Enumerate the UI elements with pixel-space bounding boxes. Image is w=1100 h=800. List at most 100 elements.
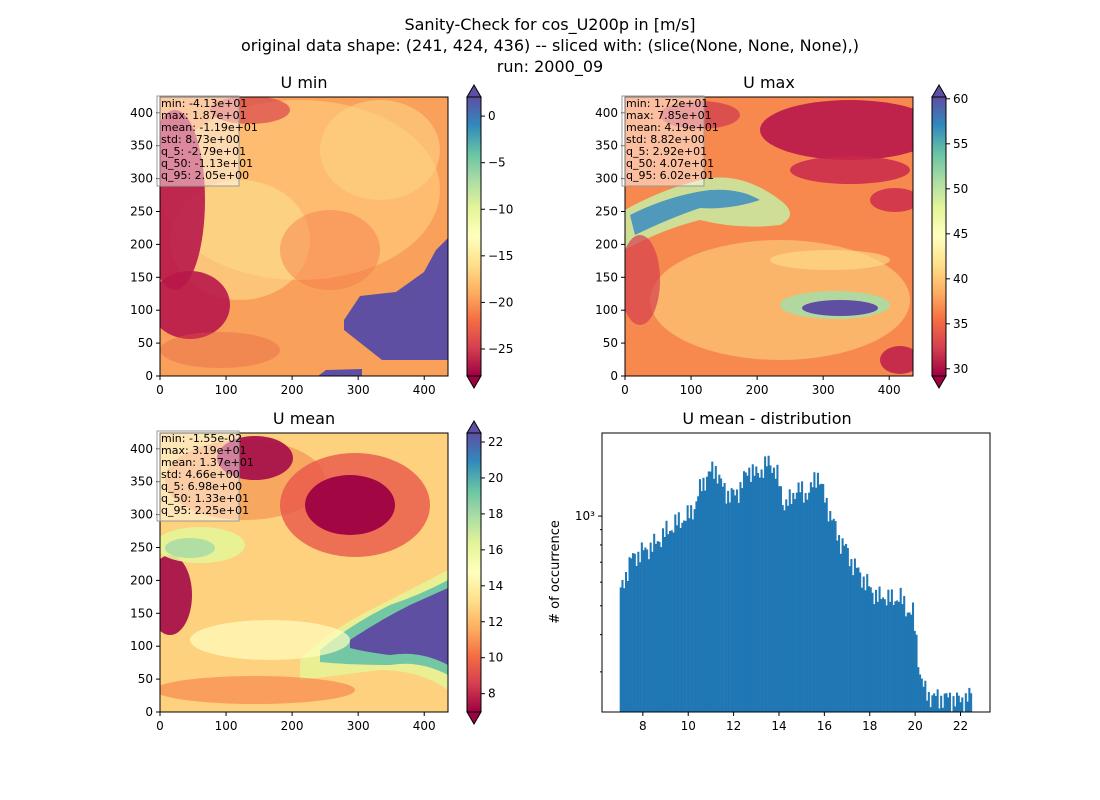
- histogram-bar: [869, 587, 872, 712]
- histogram-bar: [936, 689, 939, 712]
- histogram-bar: [801, 481, 804, 712]
- stats-u-min-line-3: mean: -1.19e+01: [161, 121, 258, 134]
- xtick-label: 400: [413, 719, 436, 733]
- histogram-bar: [917, 667, 920, 712]
- heatmap-u-min: [160, 97, 448, 376]
- panel-histogram: U mean - distribution # of occurrence 8 1…: [548, 409, 991, 733]
- histogram-bar: [850, 559, 853, 712]
- hist-xtick-label: 14: [771, 719, 786, 733]
- histogram-bar: [862, 576, 865, 712]
- stats-u-max-line-5: q_5: 2.92e+01: [626, 145, 707, 158]
- histogram-bar: [797, 482, 800, 712]
- xtick-label: 300: [812, 383, 835, 397]
- colorbar-gradient: [466, 432, 482, 713]
- histogram-bar: [820, 483, 823, 712]
- colorbar-extend-min: [466, 711, 482, 725]
- histogram-bar: [890, 589, 893, 712]
- histogram-bar: [811, 487, 814, 712]
- histogram-bar: [748, 467, 751, 712]
- heatmap-u-mean: [160, 433, 448, 712]
- stats-u-min-line-5: q_5: -2.79e+01: [161, 145, 246, 158]
- histogram-bar: [924, 680, 927, 712]
- histogram-bar: [704, 490, 707, 712]
- histogram-bar: [772, 467, 775, 712]
- hist-xtick-label: 12: [726, 719, 741, 733]
- histogram-bar: [823, 502, 827, 712]
- histogram-bar: [674, 514, 677, 712]
- histogram-bar: [922, 686, 925, 712]
- histogram-bar: [764, 456, 767, 712]
- histogram-bar: [788, 489, 791, 712]
- histogram-bar: [783, 510, 786, 712]
- histogram-bar: [848, 566, 851, 712]
- colorbar-u-mean: 8 10 12 14 16 18 20 22: [466, 420, 503, 725]
- histogram-bar: [670, 530, 673, 712]
- histogram-bar: [781, 505, 784, 712]
- colorbar-gradient: [931, 96, 947, 377]
- colorbar-tick-label: −20: [488, 295, 513, 309]
- hist-xtick-label: 22: [953, 719, 968, 733]
- histogram-bar: [656, 541, 659, 712]
- histogram-bar: [920, 678, 923, 712]
- histogram-bar: [808, 492, 811, 712]
- histogram-bar: [697, 496, 700, 712]
- histogram-bar: [945, 693, 948, 712]
- histogram-bar: [926, 700, 929, 712]
- histogram-bar: [705, 476, 709, 712]
- histogram-bar: [623, 588, 626, 712]
- histogram-bar: [778, 486, 781, 712]
- histogram-bar: [947, 697, 950, 712]
- histogram-bar: [968, 687, 971, 712]
- xtick-label: 0: [621, 383, 629, 397]
- stats-box-u-max: min: 1.72e+01 max: 7.85e+01 mean: 4.19e+…: [621, 95, 719, 187]
- histogram-bar: [727, 490, 730, 712]
- ytick-label: 0: [145, 369, 153, 383]
- stats-u-min-line-7: q_95: 2.05e+00: [161, 169, 249, 182]
- histogram-bar: [843, 545, 846, 712]
- histogram-bar: [867, 586, 871, 712]
- colorbar-tick-label: 50: [953, 182, 968, 196]
- histogram-axes: 8 10 12 14 16 18 20 22 10³: [575, 509, 968, 733]
- histogram-bar: [839, 553, 842, 712]
- histogram-bar: [762, 477, 765, 712]
- panel-u-min: U min 0 100 200 300 400 0 50 100 150 200 250 300 350…: [130, 73, 513, 397]
- histogram-bar: [915, 634, 918, 712]
- panel-u-min-title: U min: [281, 73, 328, 92]
- histogram-bar: [896, 600, 899, 712]
- xtick-label: 0: [156, 383, 164, 397]
- histogram-bar: [834, 521, 837, 712]
- histogram-bar: [746, 475, 749, 712]
- histogram-bar: [663, 536, 666, 712]
- ytick-label: 200: [130, 237, 153, 251]
- heatmap-u-max: [625, 97, 913, 376]
- histogram-bar: [681, 522, 684, 712]
- histogram-bar: [676, 525, 679, 712]
- histogram-bar: [642, 550, 645, 712]
- histogram-bar: [913, 630, 916, 712]
- histogram-bar: [742, 471, 746, 712]
- histogram-bar: [830, 520, 834, 712]
- xtick-label: 200: [746, 383, 769, 397]
- histogram-bar: [649, 542, 652, 712]
- panel-u-max-title: U max: [743, 73, 795, 92]
- histogram-bar: [749, 481, 753, 712]
- histogram-bar: [957, 695, 960, 712]
- histogram-bar: [816, 472, 819, 712]
- histogram-bar: [852, 575, 855, 712]
- colorbar-tick-label: 55: [953, 137, 968, 151]
- panel-u-mean: U mean 0 100 200 300 400 0 50 100 150 200 250 300 35…: [130, 409, 503, 733]
- histogram-bar: [709, 471, 712, 712]
- histogram-bar: [644, 547, 647, 712]
- histogram-bar: [619, 587, 622, 712]
- ytick-label: 300: [130, 172, 153, 186]
- histogram-bar: [721, 486, 724, 712]
- histogram-bar: [882, 597, 885, 712]
- histogram-bar: [940, 695, 943, 712]
- colorbar-tick-label: 35: [953, 317, 968, 331]
- histogram-bar: [836, 540, 839, 712]
- histogram-bar: [970, 693, 973, 712]
- histogram-bar: [751, 464, 754, 712]
- histogram-bar: [660, 547, 663, 712]
- stats-u-max-line-3: mean: 4.19e+01: [626, 121, 719, 134]
- histogram-bar: [875, 589, 878, 712]
